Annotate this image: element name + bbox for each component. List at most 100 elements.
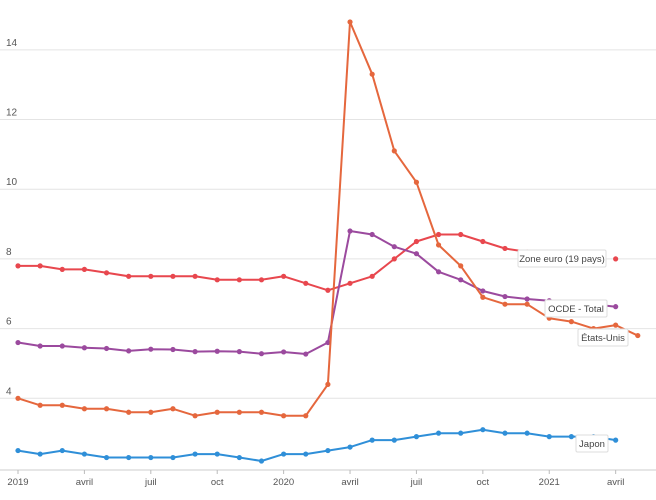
data-point[interactable] [214, 277, 220, 283]
data-point[interactable] [546, 434, 552, 440]
data-point[interactable] [391, 244, 397, 250]
data-point[interactable] [15, 447, 21, 454]
data-point[interactable] [236, 454, 242, 461]
data-point[interactable] [435, 269, 442, 275]
data-point[interactable] [281, 451, 287, 457]
data-point[interactable] [480, 427, 486, 433]
data-point[interactable] [59, 447, 65, 454]
data-point[interactable] [81, 406, 88, 412]
data-point[interactable] [568, 319, 574, 325]
data-point[interactable] [413, 251, 420, 257]
data-point[interactable] [59, 402, 65, 408]
data-point[interactable] [148, 273, 154, 279]
data-point[interactable] [303, 451, 309, 457]
data-point[interactable] [258, 351, 265, 357]
data-point[interactable] [391, 437, 397, 443]
data-point[interactable] [613, 256, 619, 262]
data-point[interactable] [369, 273, 375, 279]
data-point[interactable] [170, 346, 176, 353]
data-point[interactable] [192, 349, 198, 355]
data-point[interactable] [15, 263, 21, 269]
data-point[interactable] [192, 413, 198, 419]
data-point[interactable] [236, 349, 242, 355]
data-point[interactable] [148, 409, 154, 415]
data-point[interactable] [413, 238, 420, 245]
data-point[interactable] [502, 430, 508, 436]
data-point[interactable] [502, 245, 508, 252]
data-point[interactable] [391, 148, 397, 154]
data-point[interactable] [37, 451, 43, 457]
data-point[interactable] [502, 301, 508, 307]
data-point[interactable] [258, 277, 265, 283]
data-point[interactable] [613, 437, 619, 443]
data-point[interactable] [59, 343, 65, 349]
data-point[interactable] [103, 345, 110, 352]
data-point[interactable] [303, 413, 309, 419]
data-point[interactable] [37, 263, 43, 269]
data-point[interactable] [81, 451, 88, 457]
data-point[interactable] [369, 71, 375, 77]
data-point[interactable] [81, 345, 88, 351]
data-point[interactable] [126, 273, 132, 279]
data-point[interactable] [391, 256, 397, 262]
data-point[interactable] [458, 263, 464, 269]
data-point[interactable] [214, 451, 220, 457]
data-point[interactable] [325, 447, 331, 454]
data-point[interactable] [347, 444, 353, 450]
data-point[interactable] [413, 434, 420, 440]
data-point[interactable] [281, 273, 287, 279]
data-point[interactable] [480, 238, 486, 245]
data-point[interactable] [281, 349, 287, 355]
data-point[interactable] [148, 454, 154, 461]
data-point[interactable] [303, 280, 309, 286]
data-point[interactable] [635, 332, 641, 339]
data-point[interactable] [458, 231, 464, 238]
data-point[interactable] [214, 409, 220, 415]
data-point[interactable] [37, 343, 43, 349]
data-point[interactable] [502, 293, 508, 300]
data-point[interactable] [435, 242, 442, 248]
data-point[interactable] [192, 451, 198, 457]
data-point[interactable] [103, 406, 110, 412]
data-point[interactable] [236, 277, 242, 283]
data-point[interactable] [613, 322, 619, 328]
data-point[interactable] [435, 430, 442, 436]
data-point[interactable] [568, 434, 574, 440]
data-point[interactable] [613, 304, 619, 310]
data-point[interactable] [236, 409, 242, 415]
data-point[interactable] [347, 19, 353, 25]
data-point[interactable] [480, 294, 486, 300]
data-point[interactable] [126, 454, 132, 461]
data-point[interactable] [258, 458, 265, 464]
data-point[interactable] [303, 351, 309, 357]
data-point[interactable] [325, 339, 331, 346]
data-point[interactable] [170, 273, 176, 279]
data-point[interactable] [458, 430, 464, 436]
data-point[interactable] [258, 409, 265, 415]
data-point[interactable] [281, 413, 287, 419]
data-point[interactable] [37, 402, 43, 408]
data-point[interactable] [524, 430, 530, 436]
data-point[interactable] [126, 348, 132, 354]
data-point[interactable] [15, 395, 21, 401]
data-point[interactable] [347, 228, 353, 234]
data-point[interactable] [347, 280, 353, 286]
data-point[interactable] [59, 266, 65, 272]
data-point[interactable] [369, 231, 375, 238]
data-point[interactable] [103, 270, 110, 276]
data-point[interactable] [170, 406, 176, 412]
data-point[interactable] [480, 288, 486, 294]
data-point[interactable] [325, 381, 331, 387]
data-point[interactable] [435, 231, 442, 238]
data-point[interactable] [126, 409, 132, 415]
data-point[interactable] [369, 437, 375, 443]
data-point[interactable] [170, 454, 176, 461]
data-point[interactable] [148, 346, 154, 352]
data-point[interactable] [325, 287, 331, 293]
data-point[interactable] [524, 296, 530, 302]
data-point[interactable] [214, 348, 220, 354]
data-point[interactable] [81, 266, 88, 272]
data-point[interactable] [458, 277, 464, 283]
data-point[interactable] [103, 454, 110, 461]
data-point[interactable] [15, 339, 21, 346]
